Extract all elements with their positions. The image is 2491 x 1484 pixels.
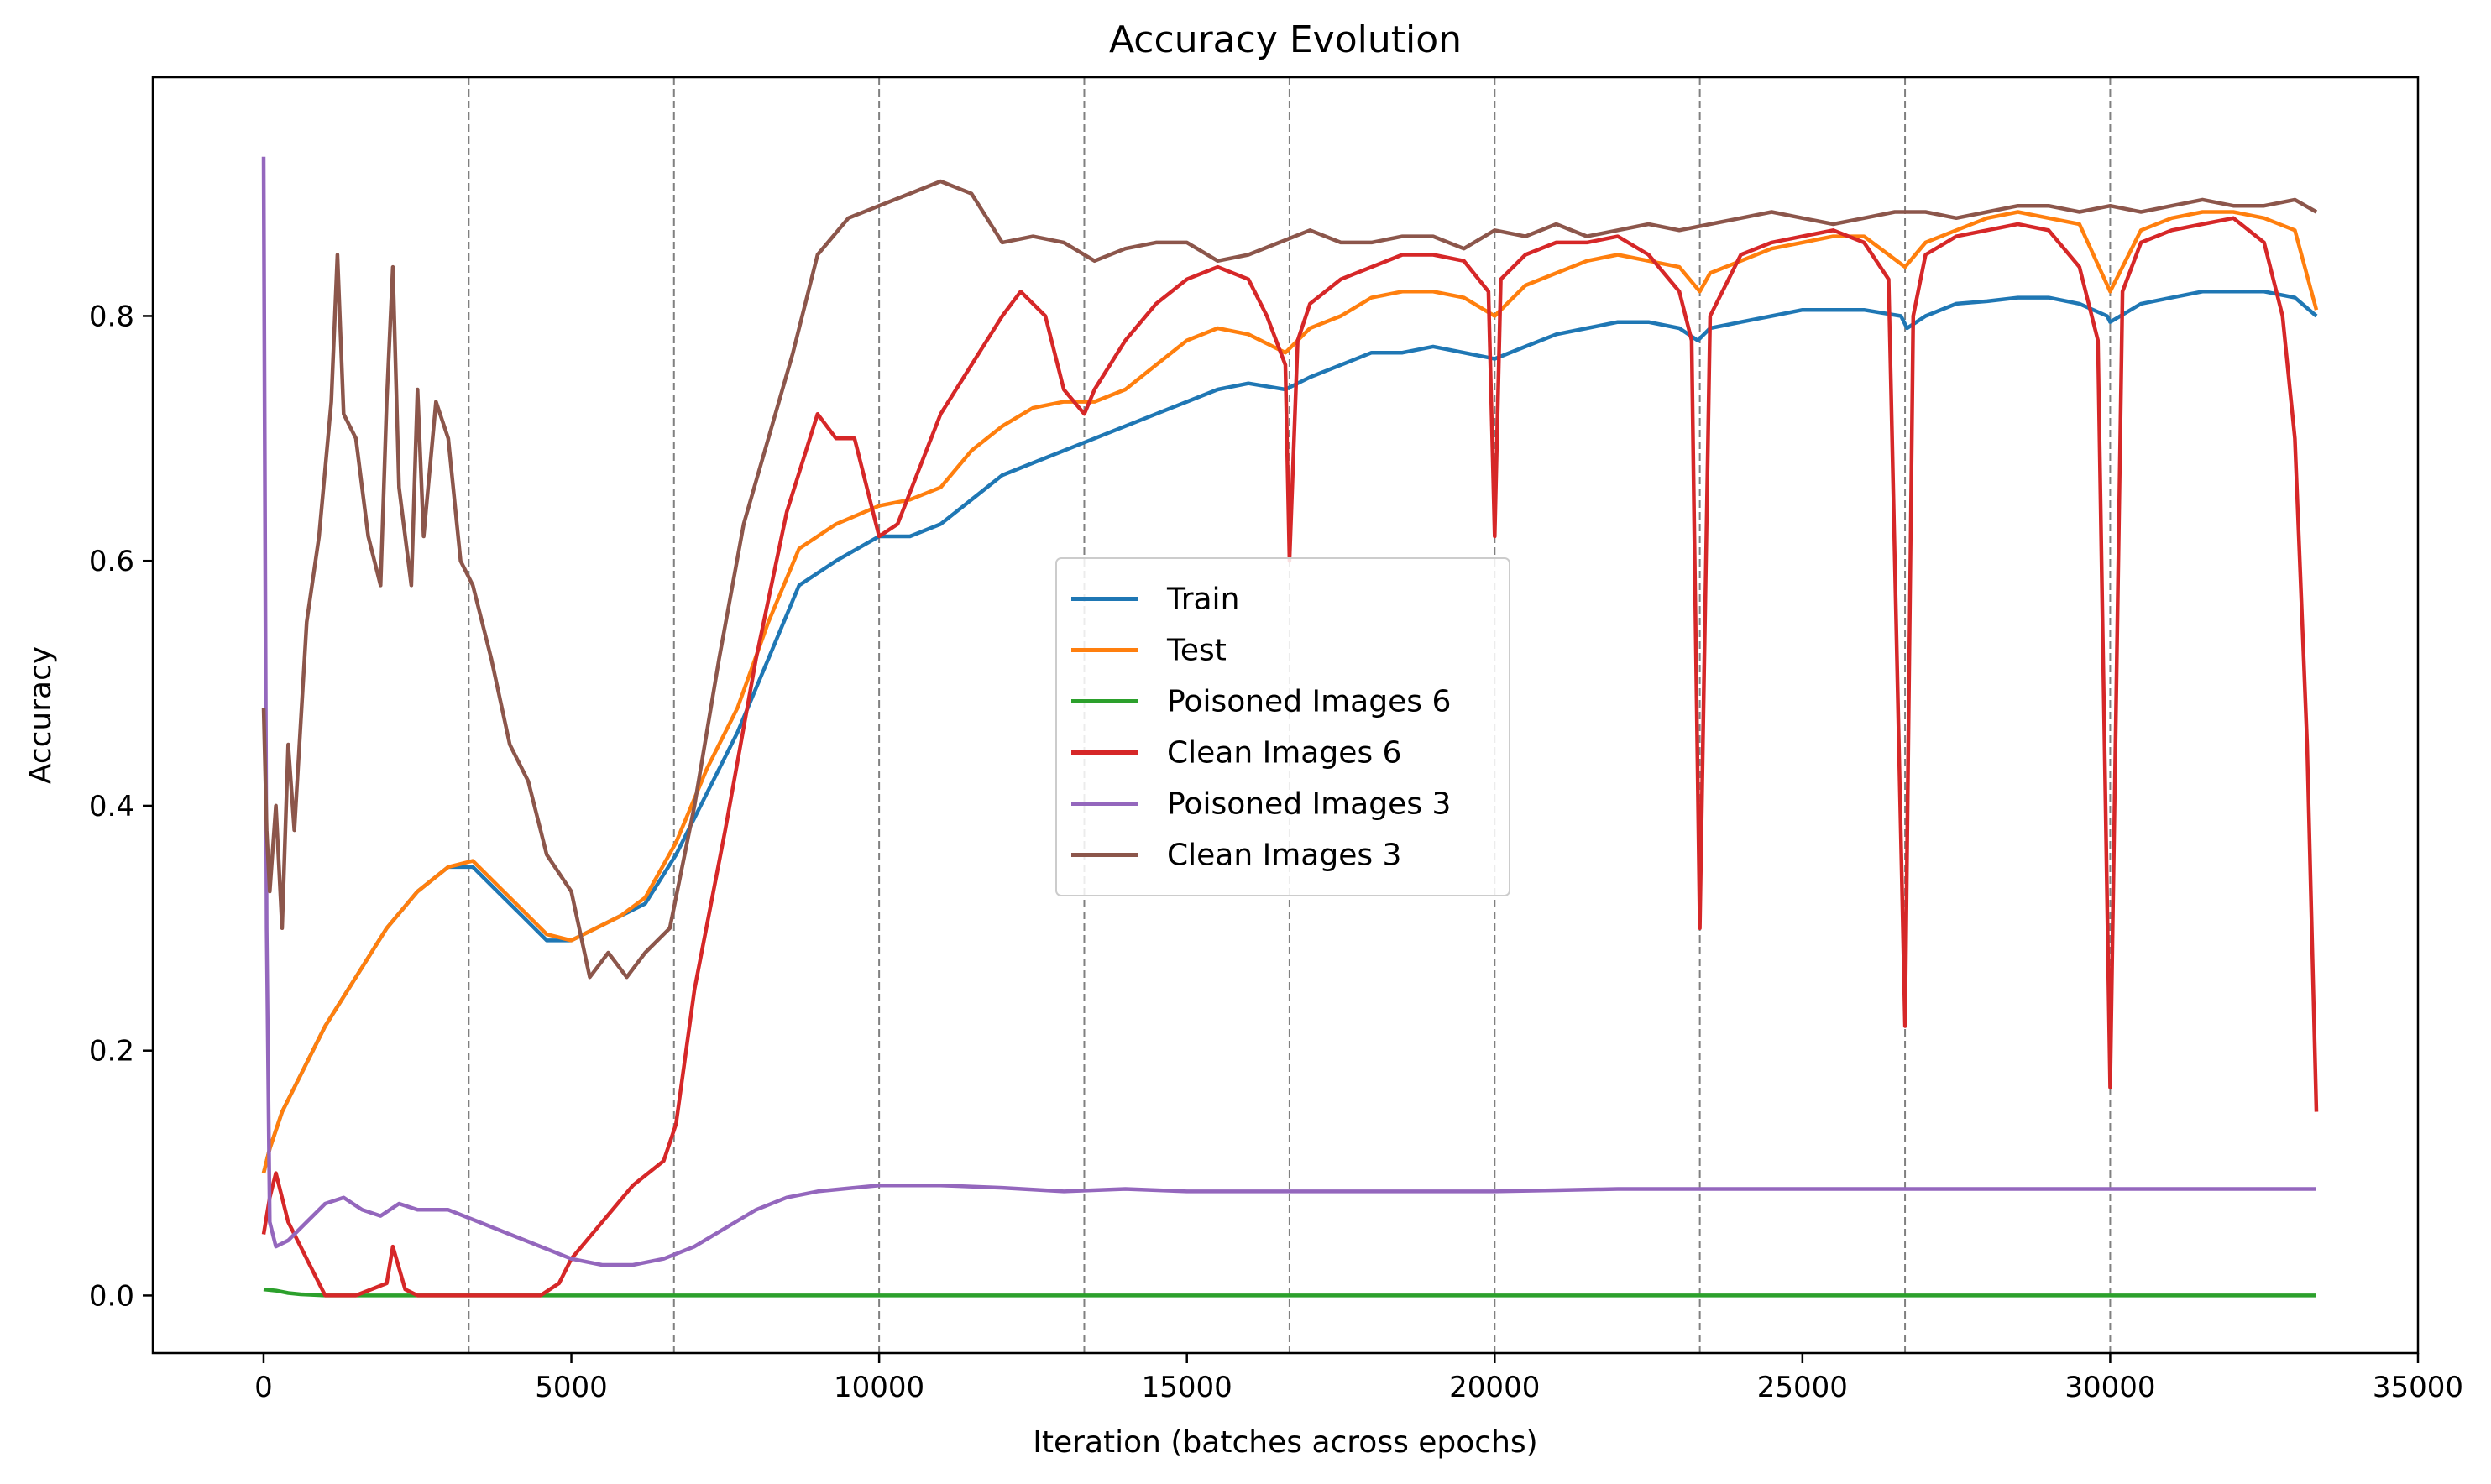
y-tick-label: 0.8 xyxy=(89,300,134,333)
y-tick-label: 0.4 xyxy=(89,790,134,823)
y-tick-label: 0.2 xyxy=(89,1035,134,1069)
series-line-poisoned-images-3 xyxy=(261,156,2316,1267)
legend-label: Test xyxy=(1166,634,1227,668)
y-tick-label: 0.6 xyxy=(89,545,134,578)
legend-label: Poisoned Images 6 xyxy=(1167,685,1451,719)
x-tick-label: 5000 xyxy=(535,1371,608,1404)
legend-label: Clean Images 6 xyxy=(1167,736,1401,771)
plot-area-frame xyxy=(151,76,2420,1355)
series-line-test xyxy=(261,210,2319,1174)
series-line-poisoned-images-6 xyxy=(263,1287,2316,1298)
series-lines xyxy=(261,156,2319,1298)
series-line-clean-images-3 xyxy=(261,179,2318,980)
legend-label: Poisoned Images 3 xyxy=(1167,787,1451,822)
y-tick-label: 0.0 xyxy=(89,1279,134,1313)
x-tick-label: 0 xyxy=(254,1371,273,1404)
y-axis: 0.0 0.2 0.4 0.6 0.8 xyxy=(89,300,153,1313)
x-tick-label: 30000 xyxy=(2064,1371,2155,1404)
legend-box xyxy=(1055,557,1510,896)
x-tick-label: 20000 xyxy=(1449,1371,1540,1404)
x-tick-label: 35000 xyxy=(2373,1371,2463,1404)
x-axis: 0 5000 10000 15000 20000 25000 30000 35000 xyxy=(254,1353,2463,1404)
x-tick-label: 10000 xyxy=(834,1371,924,1404)
x-axis-label: Iteration (batches across epochs) xyxy=(1033,1425,1537,1460)
x-tick-label: 15000 xyxy=(1142,1371,1232,1404)
chart-title: Accuracy Evolution xyxy=(1109,18,1462,61)
legend: Train Test Poisoned Images 6 Clean Images 6… xyxy=(1055,557,1510,896)
x-tick-label: 25000 xyxy=(1757,1371,1848,1404)
legend-label: Train xyxy=(1166,583,1239,617)
y-axis-label: Accuracy xyxy=(24,646,58,784)
legend-label: Clean Images 3 xyxy=(1167,839,1401,873)
series-line-clean-images-6 xyxy=(261,216,2319,1298)
